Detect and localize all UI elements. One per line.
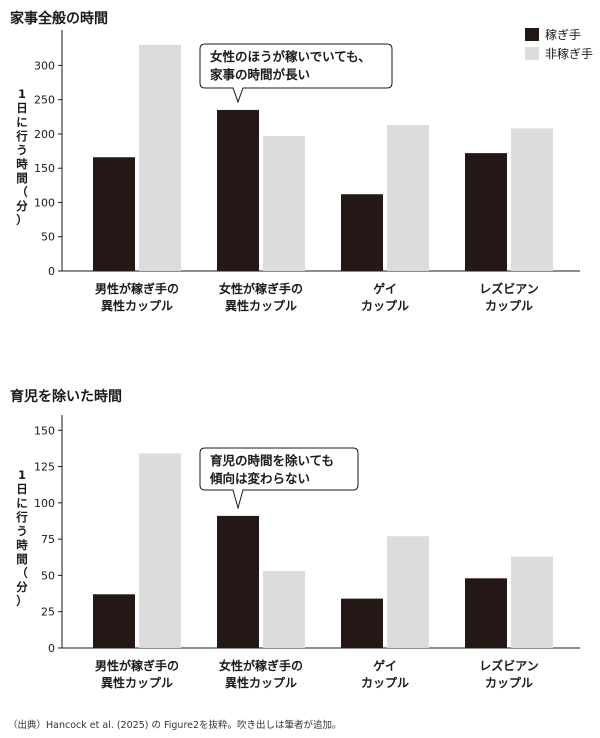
y-tick-label: 150 bbox=[34, 424, 55, 437]
y-axis-label-char: ） bbox=[16, 594, 28, 608]
bar-non-earner bbox=[263, 571, 305, 648]
y-axis-label-char: に bbox=[16, 115, 28, 129]
y-axis-label-char: 時 bbox=[16, 157, 28, 171]
y-tick-label: 0 bbox=[48, 265, 55, 278]
y-tick-label: 75 bbox=[41, 533, 55, 546]
bar-non-earner bbox=[263, 135, 305, 271]
bar-earner bbox=[341, 598, 383, 648]
bar-earner bbox=[341, 194, 383, 271]
y-axis-label-char: 1 bbox=[18, 87, 26, 101]
callout-text: 女性のほうが稼いでいても、 bbox=[210, 49, 371, 64]
category-label: 男性が稼ぎ手の bbox=[95, 658, 179, 673]
callout-text: 家事の時間が長い bbox=[210, 67, 310, 82]
y-axis-label-char: 日 bbox=[16, 101, 28, 115]
bar-non-earner bbox=[387, 536, 429, 648]
legend-label-earner: 稼ぎ手 bbox=[545, 27, 581, 42]
bars bbox=[93, 453, 553, 648]
category-label: 女性が稼ぎ手の bbox=[219, 658, 303, 673]
y-axis-label-char: ） bbox=[16, 213, 28, 227]
legend-swatch-earner bbox=[525, 28, 539, 41]
category-label: カップル bbox=[361, 675, 409, 690]
category-label: 男性が稼ぎ手の bbox=[95, 281, 179, 296]
category-label: ゲイ bbox=[373, 281, 397, 296]
category-label: カップル bbox=[361, 298, 409, 313]
y-axis-label-char: 行 bbox=[15, 510, 28, 524]
category-label: 異性カップル bbox=[101, 675, 173, 690]
legend-swatch-non-earner bbox=[525, 47, 539, 60]
category-labels: 男性が稼ぎ手の異性カップル女性が稼ぎ手の異性カップルゲイカップルレズビアンカップ… bbox=[95, 281, 539, 313]
legend-label-non-earner: 非稼ぎ手 bbox=[545, 46, 593, 61]
y-axis-label-char: 1 bbox=[18, 468, 26, 482]
bar-earner bbox=[465, 578, 507, 648]
callout-shape bbox=[199, 43, 393, 104]
y-axis-label-char: 日 bbox=[16, 482, 28, 496]
bar-non-earner bbox=[139, 44, 181, 272]
bar-non-earner bbox=[511, 128, 553, 271]
y-tick-label: 0 bbox=[48, 642, 55, 655]
category-label: 異性カップル bbox=[225, 298, 297, 313]
y-axis-label-char: 分 bbox=[16, 580, 28, 594]
y-tick-label: 300 bbox=[34, 59, 55, 72]
callout-bubble: 女性のほうが稼いでいても、家事の時間が長い bbox=[199, 43, 393, 104]
bar-earner bbox=[465, 153, 507, 271]
category-label: ゲイ bbox=[373, 658, 397, 673]
category-label: レズビアン bbox=[479, 281, 539, 296]
y-axis-label-char: 分 bbox=[16, 199, 28, 213]
y-tick-label: 50 bbox=[41, 569, 55, 582]
y-axis-label-char: う bbox=[16, 143, 28, 157]
callout-shape bbox=[199, 447, 359, 510]
category-label: 女性が稼ぎ手の bbox=[219, 281, 303, 296]
category-label: レズビアン bbox=[479, 658, 539, 673]
category-label: 異性カップル bbox=[101, 298, 173, 313]
bar-earner bbox=[217, 109, 259, 272]
bar-earner bbox=[93, 594, 135, 648]
callout-text: 傾向は変わらない bbox=[209, 471, 310, 486]
y-axis-label-char: 間 bbox=[16, 552, 28, 566]
callout-text: 育児の時間を除いても bbox=[210, 453, 334, 468]
bar-earner bbox=[217, 515, 259, 648]
y-tick-label: 250 bbox=[34, 94, 55, 107]
category-label: 異性カップル bbox=[225, 675, 297, 690]
chart-title-housework: 家事全般の時間 bbox=[10, 10, 108, 27]
bar-non-earner bbox=[387, 125, 429, 272]
y-axis-label-char: 時 bbox=[16, 538, 28, 552]
y-axis-label-char: 間 bbox=[16, 171, 28, 185]
y-axis-label-char: う bbox=[16, 524, 28, 538]
y-tick-label: 100 bbox=[34, 497, 55, 510]
bars bbox=[93, 44, 553, 272]
y-axis-label-char: 行 bbox=[15, 129, 28, 143]
y-tick-label: 50 bbox=[41, 231, 55, 244]
y-axis-label-char: （ bbox=[16, 185, 28, 199]
y-tick-label: 25 bbox=[41, 606, 55, 619]
y-tick-label: 100 bbox=[34, 196, 55, 209]
category-label: カップル bbox=[485, 675, 533, 690]
legend: 稼ぎ手 非稼ぎ手 bbox=[525, 27, 593, 61]
chart-title-excluding-childcare: 育児を除いた時間 bbox=[10, 388, 122, 405]
bar-non-earner bbox=[511, 556, 553, 648]
y-tick-label: 200 bbox=[34, 128, 55, 141]
source-note: （出典）Hancock et al. (2025) の Figure2を抜粋。吹… bbox=[8, 719, 342, 731]
y-tick-label: 150 bbox=[34, 162, 55, 175]
category-label: カップル bbox=[485, 298, 533, 313]
y-axis-label-char: （ bbox=[16, 566, 28, 580]
y-axis-label-char: に bbox=[16, 496, 28, 510]
bar-earner bbox=[93, 157, 135, 271]
y-tick-label: 125 bbox=[34, 461, 55, 474]
category-labels: 男性が稼ぎ手の異性カップル女性が稼ぎ手の異性カップルゲイカップルレズビアンカップ… bbox=[95, 658, 539, 690]
bar-non-earner bbox=[139, 453, 181, 648]
